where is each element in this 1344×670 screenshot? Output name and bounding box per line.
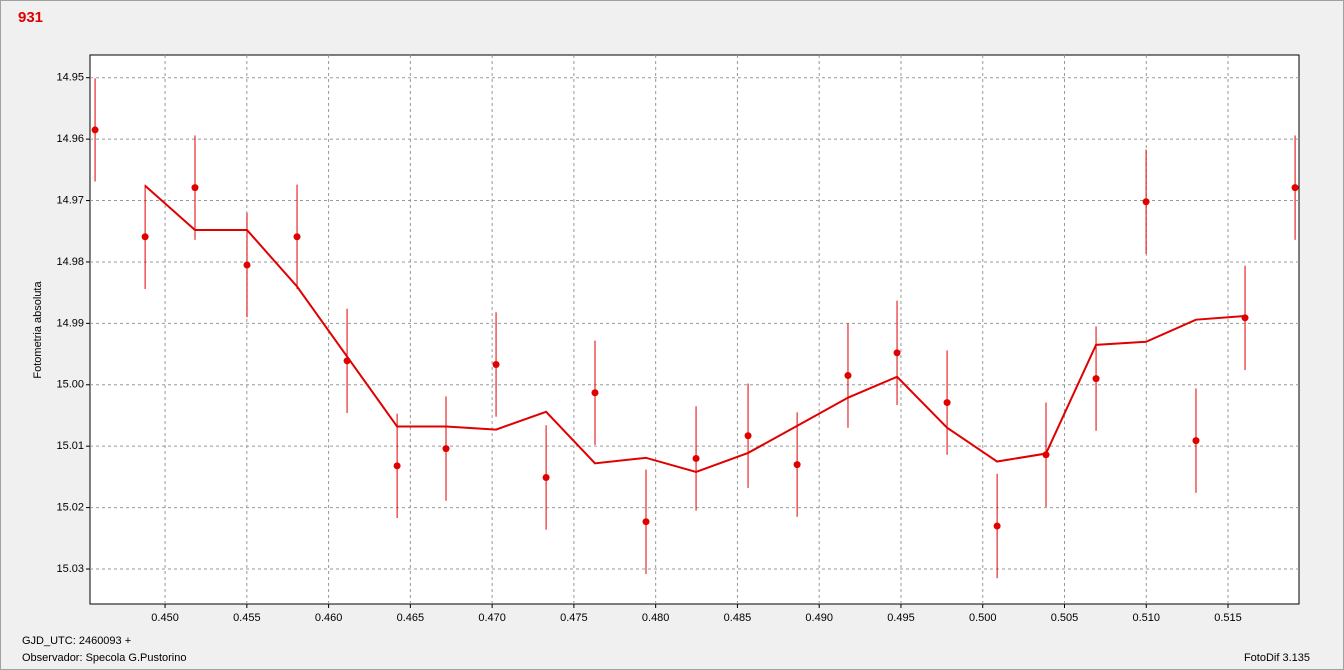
data-point (293, 233, 301, 241)
version-text: FotoDif 3.135 (1244, 652, 1310, 664)
data-point (744, 432, 752, 440)
footer-text: GJD_UTC: 2460093 + (22, 635, 131, 647)
x-tick-label: 0.495 (887, 612, 915, 624)
x-tick-label: 0.505 (1051, 612, 1079, 624)
x-tick-label: 0.455 (233, 612, 261, 624)
x-tick-label: 0.490 (805, 612, 833, 624)
y-tick-label: 15.00 (56, 379, 84, 391)
x-tick-label: 0.465 (397, 612, 425, 624)
x-tick-label: 0.450 (151, 612, 179, 624)
plot-area (89, 54, 1300, 605)
data-point (1291, 184, 1299, 192)
data-point (141, 233, 149, 241)
x-tick-label: 0.515 (1214, 612, 1242, 624)
y-axis-label: Fotometria absoluta (32, 281, 44, 379)
x-tick-label: 0.510 (1132, 612, 1160, 624)
data-point (993, 522, 1001, 530)
data-point (793, 461, 801, 469)
x-tick-label: 0.500 (969, 612, 997, 624)
y-tick-label: 15.01 (56, 440, 84, 452)
fit-line (144, 185, 1246, 474)
data-point (393, 462, 401, 470)
y-tick-label: 14.97 (56, 194, 84, 206)
data-point (91, 126, 99, 134)
x-tick-label: 0.480 (642, 612, 670, 624)
data-point (1092, 375, 1100, 383)
x-tick-label: 0.485 (724, 612, 752, 624)
data-point (893, 349, 901, 357)
data-point (542, 473, 550, 481)
data-point (243, 261, 251, 269)
y-tick-label: 14.95 (56, 72, 84, 84)
footer-text: Observador: Specola G.Pustorino (22, 652, 186, 664)
data-point (692, 454, 700, 462)
data-point (191, 184, 199, 192)
data-point (1142, 198, 1150, 206)
x-tick-label: 0.475 (560, 612, 588, 624)
y-tick-label: 15.03 (56, 563, 84, 575)
chart-title: 931 (18, 9, 43, 26)
x-tick-label: 0.460 (315, 612, 343, 624)
data-point (1192, 437, 1200, 445)
y-tick-label: 14.98 (56, 256, 84, 268)
data-point (492, 361, 500, 369)
data-point (943, 399, 951, 407)
x-tick-label: 0.470 (478, 612, 506, 624)
data-point (442, 445, 450, 453)
y-tick-label: 14.96 (56, 133, 84, 145)
data-point (591, 389, 599, 397)
y-tick-label: 14.99 (56, 317, 84, 329)
data-point (844, 372, 852, 380)
data-point (642, 518, 650, 526)
y-tick-label: 15.02 (56, 501, 84, 513)
